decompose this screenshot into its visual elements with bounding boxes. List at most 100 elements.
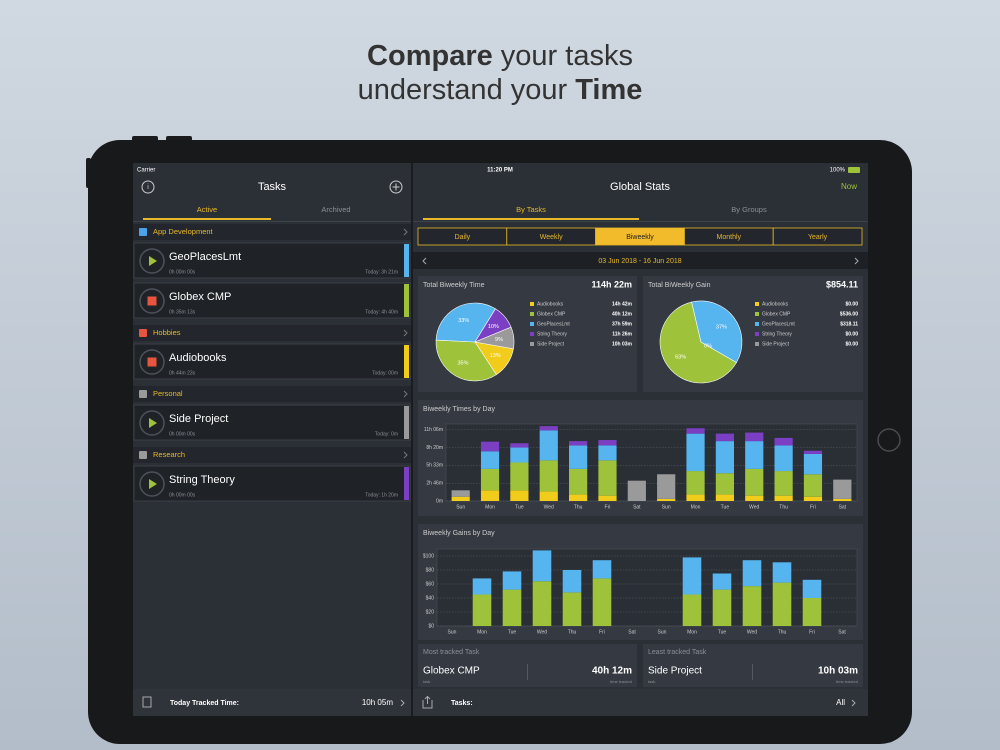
timer-button[interactable]: [139, 288, 165, 314]
bar-segment: [803, 453, 823, 475]
legend-swatch: [530, 302, 534, 306]
task-row[interactable]: [133, 404, 411, 441]
bar-segment: [772, 562, 792, 583]
legend-swatch: [755, 322, 759, 326]
bar-segment: [833, 479, 852, 499]
date-bar: [413, 252, 868, 269]
x-tick-label: Fri: [605, 504, 611, 510]
pie-wedge: [473, 326, 515, 350]
group-color: [139, 451, 147, 459]
bar-segment: [802, 579, 822, 598]
x-tick-label: Fri: [809, 629, 815, 635]
timer-button[interactable]: [139, 248, 165, 274]
headline-line: Compare your tasks: [367, 40, 633, 72]
task-row[interactable]: [133, 242, 411, 279]
chevron: [403, 451, 408, 459]
bar-segment: [745, 468, 764, 496]
tab-underline: [423, 218, 639, 220]
summary-time: 40h 12m: [592, 666, 632, 677]
bar-segment: [532, 550, 552, 582]
task-timer: 0h 00m 00s: [169, 492, 196, 498]
info-button[interactable]: [141, 180, 155, 194]
legend-name: GeoPlacesLmt: [537, 321, 570, 327]
chart-title: Total BiWeekly Gain: [648, 282, 711, 289]
task-row[interactable]: [133, 282, 411, 319]
pie-label: 35%: [457, 360, 468, 366]
play-icon: [149, 256, 157, 266]
chart-total: $854.11: [826, 279, 858, 289]
bar-segment: [712, 573, 732, 590]
tab: Active: [197, 205, 217, 214]
legend-value: 40h 12m: [612, 311, 633, 317]
legend-swatch: [530, 312, 534, 316]
legend-name: String Theory: [537, 331, 567, 337]
pie-label: 9%: [495, 337, 503, 343]
bar-segment: [774, 445, 793, 472]
status-carrier: Carrier: [137, 168, 155, 174]
task-name: GeoPlacesLmt: [169, 251, 241, 263]
x-tick-label: Sat: [633, 504, 641, 510]
summary-task: Globex CMP: [423, 666, 480, 677]
plot-frame: [436, 548, 858, 627]
period-segment[interactable]: [772, 227, 863, 246]
panel-title: Tasks: [258, 181, 287, 193]
share-icon[interactable]: [422, 695, 433, 709]
chevron: [403, 228, 408, 236]
bar-segment: [715, 433, 734, 442]
period-label: Weekly: [540, 234, 563, 241]
legend-value: 10h 03m: [612, 341, 633, 347]
add-button[interactable]: [389, 180, 403, 194]
x-tick-label: Sat: [628, 629, 636, 635]
footer-label: Tasks:: [451, 700, 473, 707]
x-tick-label: Thu: [568, 629, 577, 635]
pie-wedge: [435, 339, 497, 382]
timer-button[interactable]: [139, 471, 165, 497]
bar-segment: [598, 440, 617, 446]
task-color: [404, 284, 409, 317]
x-tick-label: Sat: [838, 629, 846, 635]
stats-icon[interactable]: [142, 696, 152, 708]
x-tick-label: Fri: [599, 629, 605, 635]
timer-button[interactable]: [139, 349, 165, 375]
bar-segment: [480, 468, 500, 491]
x-tick-label: Thu: [779, 504, 788, 510]
bar-segment: [532, 581, 552, 626]
next-arrow[interactable]: [854, 257, 859, 265]
period-label: Daily: [455, 234, 471, 241]
legend-value: $536.00: [840, 311, 858, 317]
legend-name: Audiobooks: [537, 301, 564, 307]
summary-divider: [527, 664, 528, 680]
task-row[interactable]: [133, 465, 411, 502]
plot-frame: [445, 423, 858, 502]
bar-segment: [502, 589, 522, 626]
group-name: Personal: [153, 389, 183, 398]
summary-title: Least tracked Task: [648, 649, 707, 656]
bar-segment: [774, 471, 793, 496]
task-color: [404, 406, 409, 439]
bar-segment: [539, 460, 558, 492]
task-row[interactable]: [133, 343, 411, 380]
status-time: 11:20 PM: [487, 168, 513, 174]
battery-icon: [848, 167, 860, 173]
period-label: Biweekly: [626, 234, 654, 241]
bar-segment: [803, 450, 823, 454]
x-tick-label: Wed: [747, 629, 757, 635]
period-label: Monthly: [717, 234, 742, 241]
legend-name: Globex CMP: [537, 311, 566, 317]
timer-button[interactable]: [139, 410, 165, 436]
home-button[interactable]: [877, 428, 901, 452]
group-name: Hobbies: [153, 328, 181, 337]
y-tick-label: 0m: [436, 498, 443, 504]
x-tick-label: Fri: [810, 504, 816, 510]
x-tick-label: Thu: [574, 504, 583, 510]
stop-icon: [147, 296, 157, 306]
bar-segment: [686, 494, 705, 501]
prev-arrow[interactable]: [422, 257, 427, 265]
legend-value: 37h 59m: [612, 321, 633, 327]
bar-segment: [686, 471, 705, 495]
bar-segment: [715, 441, 734, 474]
chart-title: Total Biweekly Time: [423, 282, 485, 289]
task-timer: 0h 00m 00s: [169, 269, 196, 275]
task-color: [404, 467, 409, 500]
legend-swatch: [755, 312, 759, 316]
